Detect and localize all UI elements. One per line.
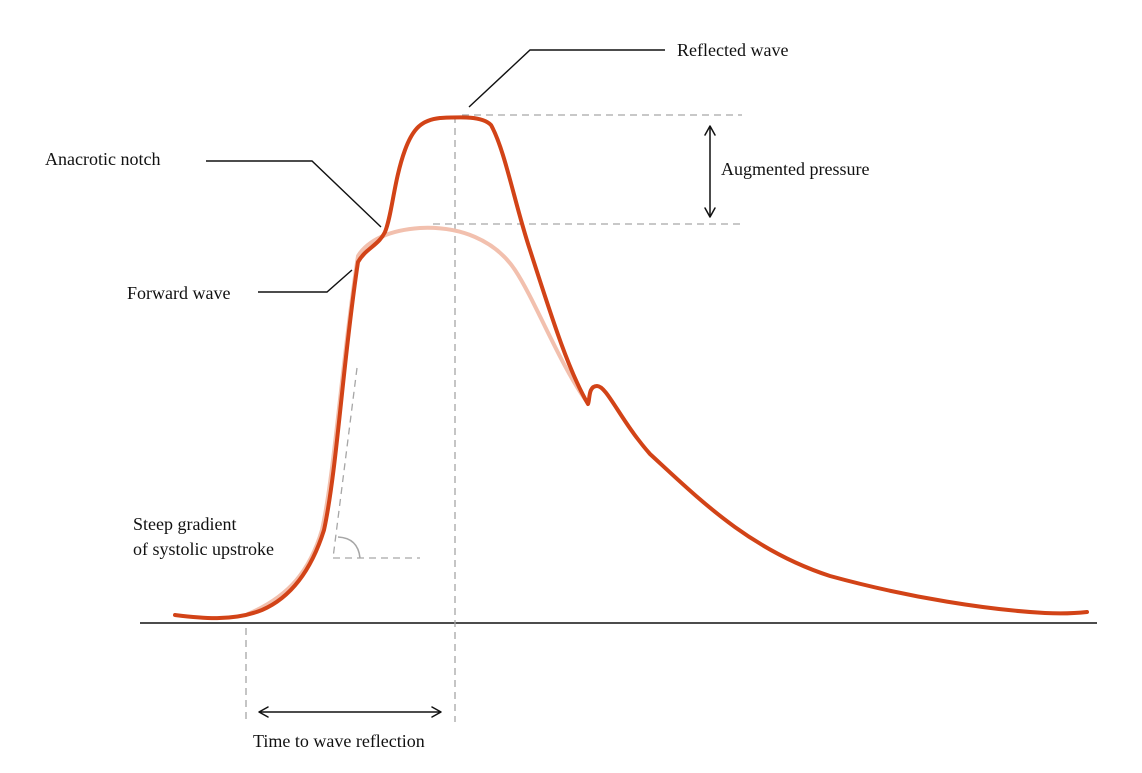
upstroke-angle-arc (337, 536, 361, 559)
augmented-pressure-arrowhead-bottom (704, 207, 716, 218)
steep-gradient-label-line2: of systolic upstroke (133, 539, 274, 559)
forward-wave-leader (258, 269, 353, 293)
augmented-pressure-label: Augmented pressure (721, 159, 869, 179)
augmented-pressure-arrowhead-top (704, 125, 716, 136)
steep-gradient-label-line1: Steep gradient (133, 514, 236, 534)
reflected-wave-leader (468, 49, 665, 108)
time-to-reflection-arrowhead-right (431, 706, 442, 718)
anacrotic-notch-leader (206, 160, 382, 228)
reflected-wave-curve (173, 115, 1089, 621)
reflected-wave-label: Reflected wave (677, 40, 788, 60)
time-to-reflection-arrowhead-left (258, 706, 269, 718)
time-to-wave-reflection-label: Time to wave reflection (253, 731, 425, 751)
upstroke-slope-guide (332, 367, 358, 559)
forward-wave-curve (246, 225, 589, 616)
forward-wave-label: Forward wave (127, 283, 230, 303)
anacrotic-notch-label: Anacrotic notch (45, 149, 160, 169)
